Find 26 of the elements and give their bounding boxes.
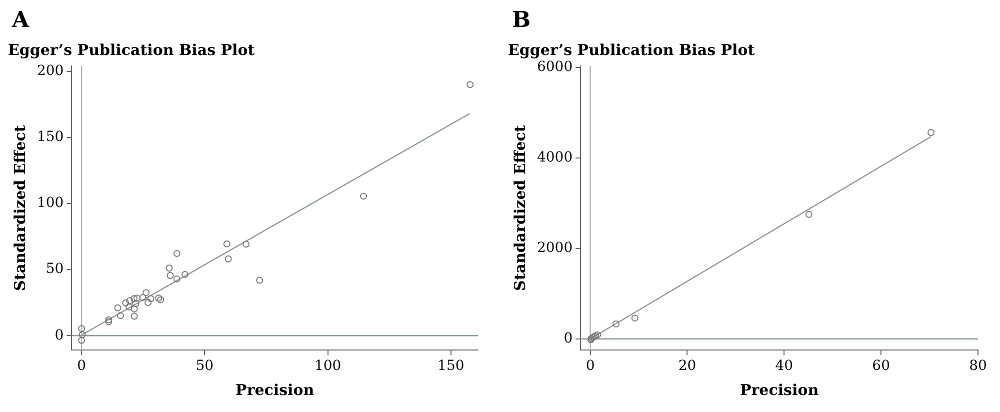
y-tick-label: 2000 (536, 240, 573, 256)
y-tick-label: 4000 (536, 150, 573, 166)
x-tick-label: 60 (872, 358, 890, 374)
x-tick-label: 20 (678, 358, 696, 374)
x-tick-label: 80 (969, 358, 987, 374)
y-axis-title: Standardized Effect (510, 125, 529, 292)
x-tick-label: 40 (775, 358, 794, 374)
x-axis-title: Precision (236, 380, 314, 399)
text: B (512, 7, 531, 33)
x-axis-title: Precision (740, 380, 819, 399)
x-tick-label: 0 (77, 358, 86, 374)
y-tick-label: 50 (46, 261, 64, 278)
chart-title: Egger’s Publication Bias Plot (508, 40, 755, 59)
y-tick-label: 0 (54, 327, 64, 344)
x-tick-label: 50 (196, 358, 214, 374)
chart-title: Egger’s Publication Bias Plot (8, 40, 255, 59)
text: A (12, 7, 30, 33)
y-tick-label: 6000 (536, 59, 573, 75)
y-tick-label: 100 (36, 195, 64, 212)
y-axis-title: Standardized Effect (10, 125, 29, 292)
x-tick-label: 150 (438, 358, 464, 374)
x-tick-label: 100 (314, 358, 342, 374)
y-tick-label: 200 (36, 62, 64, 79)
y-tick-label: 0 (564, 330, 573, 347)
y-tick-label: 150 (36, 129, 64, 146)
x-tick-label: 0 (586, 358, 595, 374)
